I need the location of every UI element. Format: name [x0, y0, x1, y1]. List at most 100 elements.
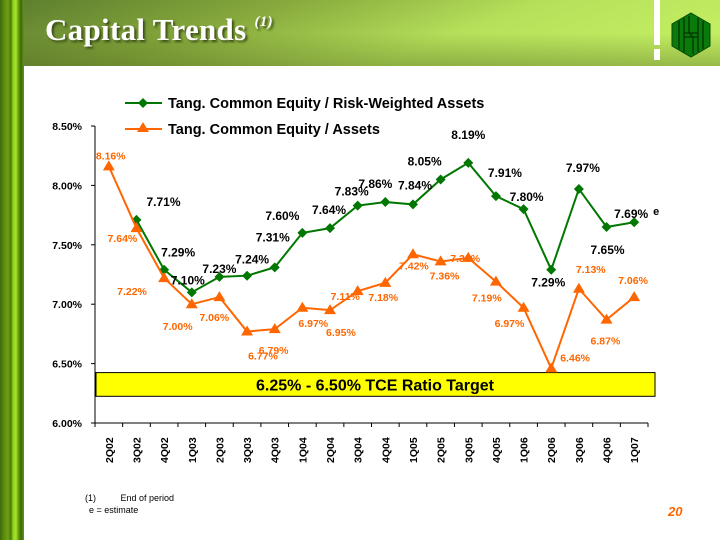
data-point-tce-rwa: [490, 191, 501, 202]
data-point-tce-assets: [572, 282, 585, 293]
data-label-tce-rwa: 7.60%: [265, 209, 299, 223]
title-footnote-marker: (1): [254, 14, 273, 30]
legend-marker-diamond: [138, 98, 148, 108]
data-point-tce-assets: [600, 313, 613, 324]
slide-title: Capital Trends (1): [45, 12, 273, 48]
data-label-tce-assets: 6.46%: [560, 352, 590, 364]
footnote-text: e = estimate: [89, 505, 139, 515]
data-point-tce-assets: [406, 248, 419, 259]
y-tick-label: 8.50%: [52, 121, 82, 133]
series-line-tce-assets: [107, 165, 635, 372]
data-label-tce-assets: 7.06%: [618, 275, 648, 287]
data-point-tce-assets: [545, 362, 558, 373]
x-tick-label: 3Q03: [242, 437, 254, 463]
data-label-tce-rwa: 8.05%: [408, 154, 442, 168]
data-point-tce-rwa: [546, 264, 557, 275]
data-point-tce-assets: [241, 325, 254, 336]
data-point-tce-rwa: [573, 183, 584, 194]
data-label-tce-rwa: 7.10%: [171, 273, 205, 287]
data-label-tce-assets: 8.16%: [96, 150, 126, 162]
hexagon-logo-icon: [671, 12, 711, 58]
data-label-tce-assets: 6.87%: [591, 336, 621, 348]
data-label-tce-rwa: 7.23%: [202, 262, 236, 276]
data-point-tce-assets: [185, 298, 198, 309]
data-label-tce-assets: 7.06%: [199, 312, 229, 324]
banner-divider-dot: [654, 49, 660, 60]
data-point-tce-assets: [296, 301, 309, 312]
data-label-tce-assets: 7.36%: [430, 270, 460, 282]
x-tick-label: 3Q04: [353, 437, 365, 463]
data-label-tce-assets: 6.79%: [259, 345, 289, 357]
data-point-tce-assets: [213, 291, 226, 302]
data-point-tce-rwa: [601, 221, 612, 232]
banner-divider: [654, 0, 660, 45]
data-point-tce-rwa: [518, 204, 529, 215]
data-label-tce-rwa: 7.69%: [614, 207, 648, 221]
data-label-tce-rwa: 7.29%: [531, 276, 565, 290]
x-tick-label: 3Q05: [463, 437, 475, 463]
data-label-tce-rwa: 7.97%: [566, 161, 600, 175]
data-label-tce-assets: 6.95%: [326, 327, 356, 339]
data-point-tce-rwa: [380, 197, 391, 208]
footnote-text: End of period: [120, 493, 175, 503]
legend-label: Tang. Common Equity / Assets: [168, 122, 380, 138]
x-tick-label: 3Q06: [574, 437, 586, 463]
data-label-tce-rwa: 8.19%: [451, 128, 485, 142]
page-number: 20: [668, 504, 683, 519]
data-label-tce-rwa: 7.83%: [335, 185, 369, 199]
data-point-tce-assets: [102, 160, 115, 171]
data-point-tce-assets: [489, 275, 502, 286]
footnote-1: (1) End of period: [85, 493, 174, 503]
legend-label: Tang. Common Equity / Risk-Weighted Asse…: [168, 96, 484, 112]
data-label-tce-rwa: 7.65%: [591, 243, 625, 257]
data-point-tce-rwa: [629, 217, 640, 228]
data-point-tce-rwa: [463, 157, 474, 168]
estimate-marker: e: [653, 206, 659, 218]
y-tick-label: 6.00%: [52, 418, 82, 430]
data-label-tce-assets: 7.00%: [163, 321, 193, 333]
data-label-tce-assets: 7.11%: [331, 291, 361, 303]
data-label-tce-assets: 7.19%: [472, 293, 502, 305]
data-point-tce-rwa: [325, 223, 336, 234]
data-label-tce-rwa: 7.71%: [146, 195, 180, 209]
legend-marker-triangle: [137, 122, 149, 132]
data-label-tce-assets: 7.22%: [117, 286, 147, 298]
data-point-tce-assets: [130, 222, 143, 233]
slide-title-text: Capital Trends: [45, 12, 247, 47]
x-tick-label: 4Q02: [159, 437, 171, 463]
x-tick-label: 1Q04: [297, 437, 309, 463]
x-tick-label: 2Q04: [325, 437, 337, 463]
data-label-tce-rwa: 7.84%: [398, 178, 432, 192]
title-banner-shade: [24, 0, 720, 66]
data-label-tce-assets: 7.18%: [368, 292, 398, 304]
title-banner: [24, 0, 720, 66]
x-tick-label: 2Q03: [214, 437, 226, 463]
data-point-tce-rwa: [352, 200, 363, 211]
data-label-tce-assets: 6.77%: [248, 351, 278, 363]
x-tick-label: 1Q06: [519, 437, 531, 463]
data-point-tce-rwa: [214, 271, 225, 282]
data-point-tce-assets: [379, 276, 392, 287]
data-point-tce-rwa: [269, 262, 280, 273]
data-point-tce-assets: [324, 304, 337, 315]
data-point-tce-assets: [517, 301, 530, 312]
x-tick-label: 2Q05: [436, 437, 448, 463]
target-band: [95, 372, 656, 397]
data-label-tce-assets: 7.64%: [107, 233, 137, 245]
decorative-stripes: [0, 0, 24, 540]
data-label-tce-rwa: 7.29%: [161, 246, 195, 260]
data-label-tce-rwa: 7.64%: [312, 203, 346, 217]
y-tick-label: 7.00%: [52, 299, 82, 311]
x-tick-label: 4Q03: [270, 437, 282, 463]
data-label-tce-rwa: 7.24%: [235, 253, 269, 267]
data-point-tce-assets: [268, 323, 281, 334]
y-tick-label: 8.00%: [52, 180, 82, 192]
data-label-tce-rwa: 7.86%: [358, 177, 392, 191]
data-label-tce-rwa: 7.31%: [256, 230, 290, 244]
data-label-tce-assets: 6.97%: [495, 318, 525, 330]
x-tick-label: 4Q06: [602, 437, 614, 463]
data-label-tce-assets: 7.13%: [576, 264, 606, 276]
data-label-tce-assets: 7.42%: [399, 260, 429, 272]
x-tick-label: 2Q06: [546, 437, 558, 463]
data-point-tce-rwa: [297, 227, 308, 238]
